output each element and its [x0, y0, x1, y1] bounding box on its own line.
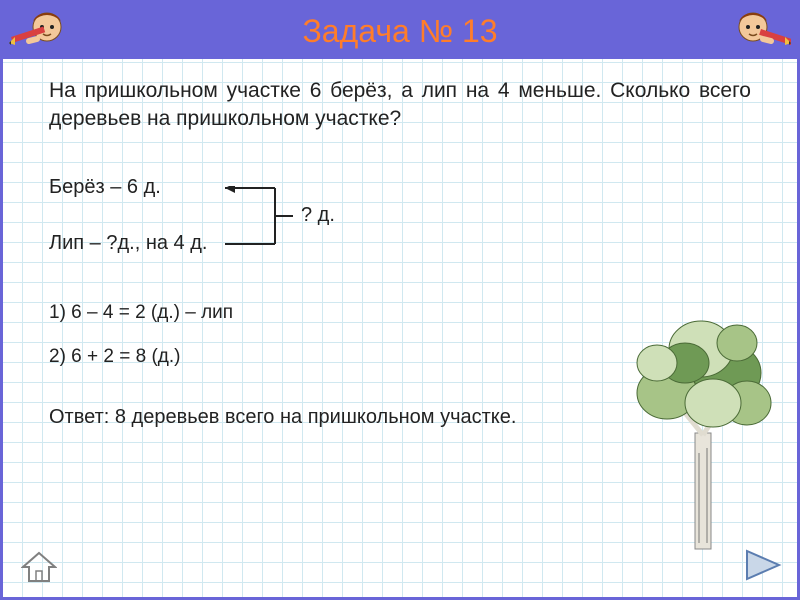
tree-illustration: [617, 293, 787, 553]
slide-title: Задача № 13: [302, 13, 497, 50]
given-line-2: Лип – ?д., на 4 д.: [49, 232, 207, 255]
bracket-diagram: Берёз – 6 д. Лип – ?д., на 4 д. ? д.: [49, 176, 751, 262]
answer-text: Ответ: 8 деревьев всего на пришкольном у…: [49, 404, 549, 430]
next-button[interactable]: [743, 547, 783, 583]
mascot-right: [731, 7, 791, 55]
slide-header: Задача № 13: [3, 3, 797, 59]
mascot-left: [9, 7, 69, 55]
bracket-label: ? д.: [301, 204, 335, 227]
given-line-1: Берёз – 6 д.: [49, 176, 161, 199]
problem-text: На пришкольном участке 6 берёз, а лип на…: [49, 77, 751, 134]
slide-frame: Задача № 13 На пришкольном участке 6 бер…: [0, 0, 800, 600]
bracket-icon: [225, 186, 297, 250]
home-button[interactable]: [21, 551, 57, 583]
